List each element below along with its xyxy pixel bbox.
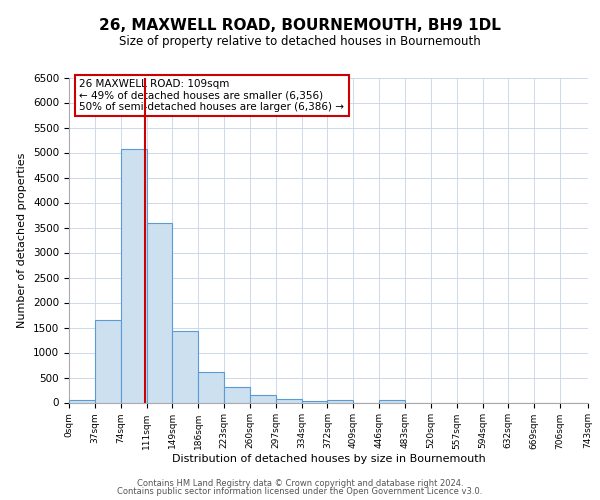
Y-axis label: Number of detached properties: Number of detached properties — [17, 152, 28, 328]
Bar — [302, 401, 328, 402]
Text: 26, MAXWELL ROAD, BOURNEMOUTH, BH9 1DL: 26, MAXWELL ROAD, BOURNEMOUTH, BH9 1DL — [99, 18, 501, 32]
Bar — [276, 398, 302, 402]
Text: Size of property relative to detached houses in Bournemouth: Size of property relative to detached ho… — [119, 35, 481, 48]
Bar — [224, 387, 250, 402]
Bar — [146, 222, 172, 402]
X-axis label: Distribution of detached houses by size in Bournemouth: Distribution of detached houses by size … — [172, 454, 485, 464]
Text: 26 MAXWELL ROAD: 109sqm
← 49% of detached houses are smaller (6,356)
50% of semi: 26 MAXWELL ROAD: 109sqm ← 49% of detache… — [79, 79, 344, 112]
Bar — [172, 331, 198, 402]
Bar — [121, 148, 146, 402]
Bar — [379, 400, 405, 402]
Text: Contains HM Land Registry data © Crown copyright and database right 2024.: Contains HM Land Registry data © Crown c… — [137, 478, 463, 488]
Bar — [328, 400, 353, 402]
Bar — [69, 400, 95, 402]
Bar — [250, 395, 276, 402]
Bar — [95, 320, 121, 402]
Text: Contains public sector information licensed under the Open Government Licence v3: Contains public sector information licen… — [118, 487, 482, 496]
Bar — [198, 372, 224, 402]
